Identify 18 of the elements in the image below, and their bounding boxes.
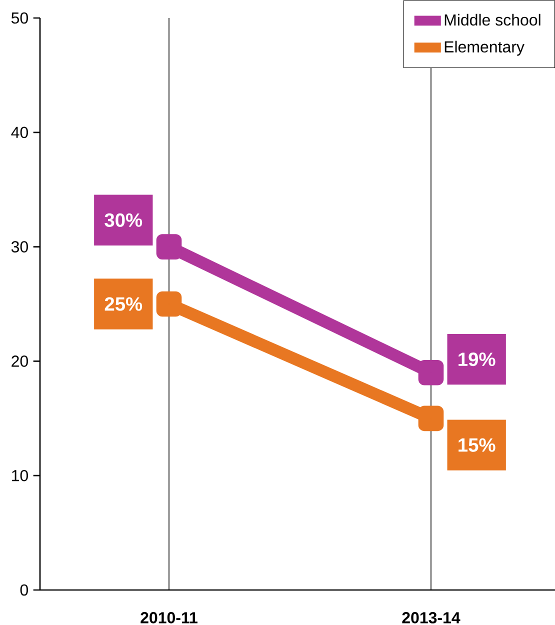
data-label: 15%	[458, 438, 496, 452]
point	[156, 291, 182, 317]
y-tick-label: 30	[11, 241, 28, 252]
y-tick-label: 50	[11, 12, 28, 24]
data-label: 25%	[104, 297, 142, 311]
y-tick-label: 0	[20, 584, 28, 596]
data-label: 30%	[104, 213, 142, 227]
legend-label: Middle school	[444, 14, 540, 26]
y-tick-label: 10	[12, 470, 28, 482]
point	[418, 406, 444, 432]
legend-label: Elementary	[444, 40, 524, 56]
point	[156, 234, 182, 260]
y-tick-label: 20	[12, 356, 28, 367]
x-tick-label: 2010-11	[140, 612, 198, 624]
data-label: 19%	[458, 352, 496, 366]
point	[418, 360, 444, 386]
x-tick-label: 2013-14	[402, 612, 460, 624]
y-tick-label: 40	[11, 126, 28, 138]
